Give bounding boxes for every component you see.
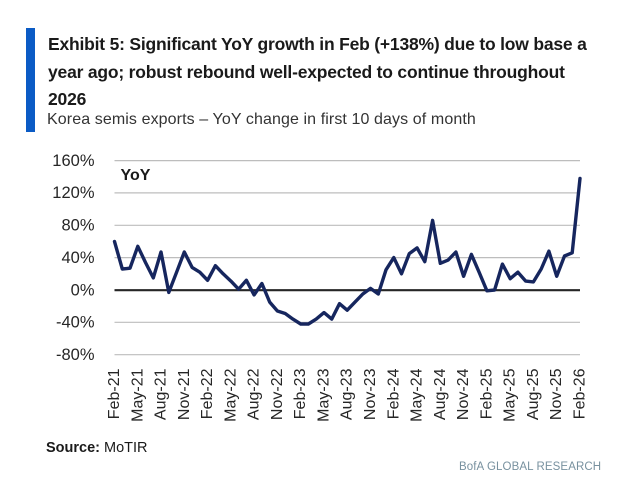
svg-text:May-21: May-21 bbox=[129, 368, 146, 421]
svg-text:Aug-23: Aug-23 bbox=[339, 368, 356, 420]
svg-text:Nov-22: Nov-22 bbox=[269, 368, 286, 420]
svg-text:Nov-24: Nov-24 bbox=[455, 368, 472, 420]
svg-text:Feb-25: Feb-25 bbox=[478, 368, 495, 419]
svg-text:Nov-23: Nov-23 bbox=[362, 368, 379, 420]
svg-text:May-23: May-23 bbox=[316, 368, 333, 421]
svg-text:May-25: May-25 bbox=[502, 368, 519, 421]
svg-text:-80%: -80% bbox=[56, 346, 95, 364]
svg-text:Nov-21: Nov-21 bbox=[176, 368, 193, 420]
svg-text:160%: 160% bbox=[52, 152, 95, 170]
svg-text:Aug-21: Aug-21 bbox=[153, 368, 170, 420]
svg-text:-40%: -40% bbox=[56, 314, 95, 332]
svg-text:Nov-25: Nov-25 bbox=[548, 368, 565, 420]
svg-text:120%: 120% bbox=[52, 184, 95, 202]
svg-text:Feb-21: Feb-21 bbox=[106, 368, 123, 419]
svg-text:0%: 0% bbox=[71, 281, 95, 299]
svg-text:80%: 80% bbox=[61, 217, 94, 235]
svg-text:YoY: YoY bbox=[121, 167, 151, 184]
svg-text:Feb-22: Feb-22 bbox=[199, 368, 216, 419]
svg-text:May-24: May-24 bbox=[409, 368, 426, 421]
svg-text:Aug-22: Aug-22 bbox=[246, 368, 263, 420]
svg-text:May-22: May-22 bbox=[222, 368, 239, 421]
svg-text:Feb-23: Feb-23 bbox=[292, 368, 309, 419]
svg-text:40%: 40% bbox=[61, 249, 94, 267]
svg-text:Aug-24: Aug-24 bbox=[432, 368, 449, 420]
svg-text:Feb-26: Feb-26 bbox=[572, 368, 589, 419]
svg-text:Feb-24: Feb-24 bbox=[385, 368, 402, 419]
svg-text:Aug-25: Aug-25 bbox=[525, 368, 542, 420]
